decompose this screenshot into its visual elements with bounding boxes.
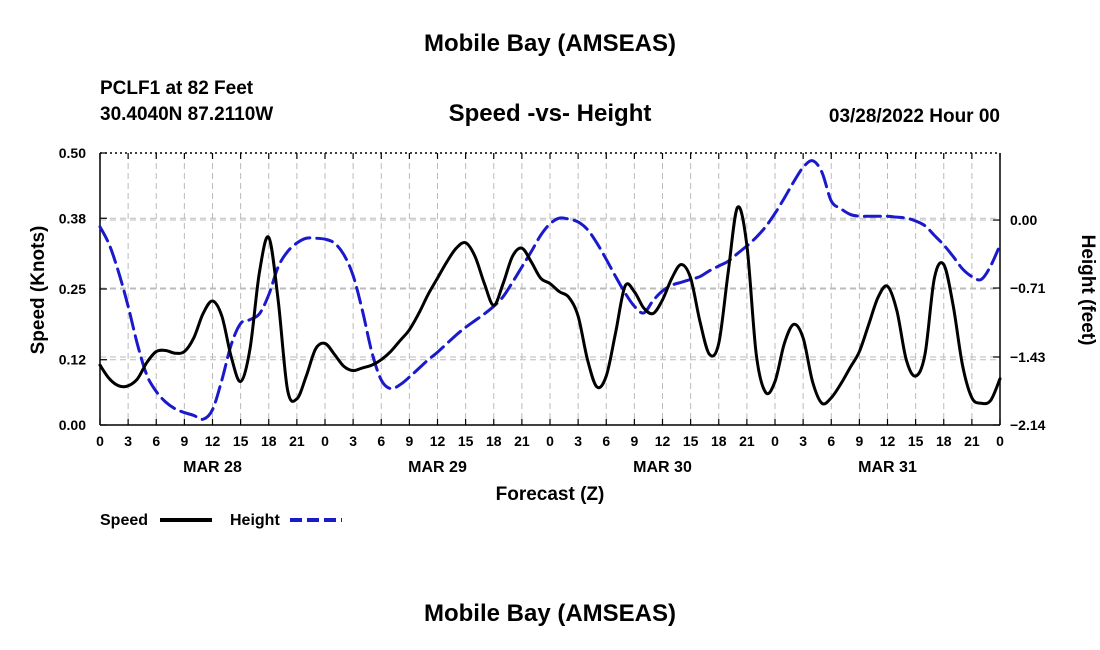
x-tick-label: 9 (405, 433, 413, 449)
station-name-depth: PCLF1 at 82 Feet (100, 78, 254, 99)
speed-series-line (98, 205, 1002, 406)
y-tick-label: 0.25 (59, 281, 86, 297)
x-day-label: MAR 29 (408, 459, 467, 476)
x-tick-label: 6 (602, 433, 610, 449)
chart-grid (100, 153, 1000, 425)
y-tick-label: 0.12 (59, 352, 86, 368)
legend: Speed Height (100, 512, 342, 529)
x-tick-label: 9 (180, 433, 188, 449)
x-axis-label: Forecast (Z) (496, 484, 605, 505)
chart-main-title: Mobile Bay (AMSEAS) (423, 30, 677, 57)
x-tick-label: 15 (683, 433, 699, 449)
x-tick-label: 18 (486, 433, 502, 449)
x-tick-label: 6 (152, 433, 160, 449)
height-series-line (98, 159, 1002, 421)
y2-tick-label: 0.00 (1010, 212, 1037, 228)
y2-axis-label: Height (feet) (1077, 235, 1098, 346)
station-coordinates: 30.4040N 87.2110W (100, 104, 274, 125)
x-tick-label: 0 (996, 433, 1004, 449)
x-tick-label: 9 (855, 433, 863, 449)
y-tick-label: 0.00 (59, 417, 86, 433)
x-tick-label: 21 (964, 433, 980, 449)
x-tick-label: 21 (514, 433, 530, 449)
x-tick-label: 15 (233, 433, 249, 449)
x-tick-label: 18 (936, 433, 952, 449)
x-tick-label: 0 (321, 433, 329, 449)
x-tick-label: 12 (880, 433, 896, 449)
y-tick-label: 0.50 (59, 145, 86, 161)
x-tick-label: 0 (546, 433, 554, 449)
x-day-label: MAR 30 (633, 459, 692, 476)
x-tick-label: 0 (771, 433, 779, 449)
y-axis-label: Speed (Knots) (28, 226, 49, 355)
legend-speed-label: Speed (100, 512, 148, 529)
chart-series (98, 159, 1002, 421)
x-tick-label: 3 (124, 433, 132, 449)
chart-ticks: 0 3 6 9 12 15 18 21 0 3 6 9 12 15 18 21 0 3 6 9 12 15 18 21 0 3 6 9… (59, 145, 1046, 476)
x-tick-label: 12 (430, 433, 446, 449)
forecast-datestamp: 03/28/2022 Hour 00 (828, 106, 1000, 127)
x-tick-label: 18 (261, 433, 277, 449)
chart-subtitle: Speed -vs- Height (448, 100, 652, 127)
y2-tick-label: −0.71 (1010, 280, 1046, 296)
x-tick-label: 3 (574, 433, 582, 449)
x-tick-label: 12 (205, 433, 221, 449)
x-day-label: MAR 28 (183, 459, 242, 476)
legend-height-label: Height (230, 512, 280, 529)
x-tick-label: 3 (349, 433, 357, 449)
x-tick-label: 18 (711, 433, 727, 449)
y2-tick-label: −2.14 (1010, 417, 1046, 433)
x-tick-label: 9 (630, 433, 638, 449)
next-chart-title: Mobile Bay (AMSEAS) (423, 600, 677, 627)
y2-tick-label: −1.43 (1010, 349, 1046, 365)
x-tick-label: 12 (655, 433, 671, 449)
x-tick-label: 21 (289, 433, 305, 449)
y-tick-label: 0.38 (59, 210, 86, 226)
x-tick-label: 15 (908, 433, 924, 449)
x-tick-label: 3 (799, 433, 807, 449)
x-tick-label: 0 (96, 433, 104, 449)
x-tick-label: 21 (739, 433, 755, 449)
x-day-label: MAR 31 (858, 459, 917, 476)
station-info: PCLF1 at 82 Feet 30.4040N 87.2110W (100, 76, 273, 128)
x-tick-label: 15 (458, 433, 474, 449)
x-tick-label: 6 (377, 433, 385, 449)
x-tick-label: 6 (827, 433, 835, 449)
